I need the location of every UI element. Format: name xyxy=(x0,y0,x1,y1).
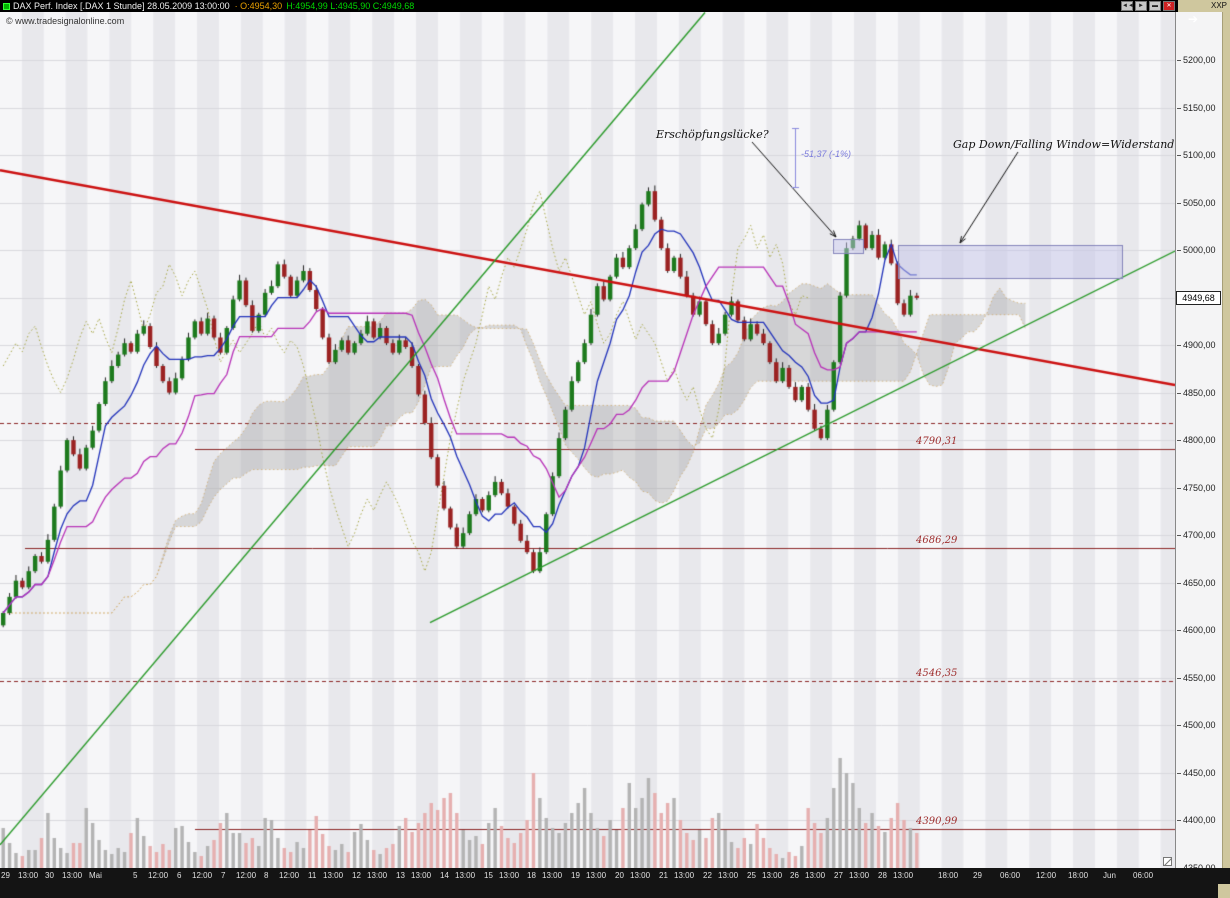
price-tick-label: 4900,00 xyxy=(1177,340,1216,350)
time-tick-label: 13:00 xyxy=(62,871,83,880)
time-tick-label: 13:00 xyxy=(367,871,388,880)
time-tick-label: 13:00 xyxy=(18,871,39,880)
vertical-scrollbar[interactable] xyxy=(1222,12,1230,868)
time-tick-label: 19 xyxy=(571,871,580,880)
nav-button[interactable]: ► xyxy=(1135,1,1147,11)
time-tick-label: 6 xyxy=(177,871,182,880)
time-tick-label: 12:00 xyxy=(1036,871,1057,880)
time-tick-label: 13:00 xyxy=(323,871,344,880)
price-tick-label: 4700,00 xyxy=(1177,530,1216,540)
time-tick-label: 13 xyxy=(396,871,405,880)
last-price-tag: 4949,68 xyxy=(1176,290,1221,305)
level-label: 4390,99 xyxy=(916,815,958,827)
price-tick-label: 4350,00 xyxy=(1177,863,1216,873)
time-tick-label: 13:00 xyxy=(674,871,695,880)
level-label: 4790,31 xyxy=(916,436,958,448)
time-tick-label: 13:00 xyxy=(893,871,914,880)
time-tick-label: 14 xyxy=(440,871,449,880)
time-tick-label: 06:00 xyxy=(1133,871,1154,880)
time-tick-label: 22 xyxy=(703,871,712,880)
time-tick-label: 12:00 xyxy=(236,871,257,880)
scrollbar-corner xyxy=(1218,884,1230,898)
resize-handle-icon[interactable] xyxy=(1163,857,1172,866)
xxp-label: XXP xyxy=(1210,1,1227,10)
time-tick-label: 18:00 xyxy=(1068,871,1089,880)
time-tick-label: 12:00 xyxy=(279,871,300,880)
scroll-right-icon[interactable]: ➔ xyxy=(1188,12,1199,26)
time-tick-label: 13:00 xyxy=(586,871,607,880)
quote-open-value: · O:4954,30 xyxy=(234,1,283,11)
nav-button[interactable]: ◄◄ xyxy=(1121,1,1134,11)
time-tick-label: 11 xyxy=(308,871,317,880)
level-label: 4546,35 xyxy=(916,668,958,680)
time-tick-label: Jun xyxy=(1103,871,1116,880)
time-tick-label: 13:00 xyxy=(411,871,432,880)
annotation-exhaustion-gap: Erschöpfungslücke? xyxy=(656,128,769,141)
price-tick-label: 4500,00 xyxy=(1177,720,1216,730)
time-tick-label: 12:00 xyxy=(192,871,213,880)
time-tick-label: 12 xyxy=(352,871,361,880)
time-axis[interactable]: 29 13:00 30 13:00 Mai 5 12:00 6 12:00 7 12:00 8 12:0… xyxy=(0,868,1230,898)
level-label: 4686,29 xyxy=(916,535,958,547)
close-button[interactable]: ✕ xyxy=(1163,1,1175,11)
price-tick-label: 5200,00 xyxy=(1177,55,1216,65)
measure-value-label: -51,37 (-1%) xyxy=(801,149,852,159)
time-tick-label: 29 xyxy=(973,871,982,880)
price-chart-canvas[interactable] xyxy=(0,12,1175,868)
time-tick-label: 26 xyxy=(790,871,799,880)
time-tick-label: 13:00 xyxy=(499,871,520,880)
price-axis[interactable]: 5200,005150,005100,005050,005000,004950,… xyxy=(1175,12,1222,873)
time-tick-label: 13:00 xyxy=(762,871,783,880)
price-tick-label: 5100,00 xyxy=(1177,150,1216,160)
time-tick-label: 06:00 xyxy=(1000,871,1021,880)
time-tick-label: 21 xyxy=(659,871,668,880)
nav-button[interactable]: ▬ xyxy=(1149,1,1161,11)
chart-title: DAX Perf. Index [.DAX 1 Stunde] 28.05.20… xyxy=(13,1,230,11)
time-tick-label: 29 xyxy=(1,871,10,880)
price-tick-label: 4450,00 xyxy=(1177,768,1216,778)
price-tick-label: 4550,00 xyxy=(1177,673,1216,683)
time-tick-label: 18:00 xyxy=(938,871,959,880)
time-tick-label: 13:00 xyxy=(805,871,826,880)
time-tick-label: 28 xyxy=(878,871,887,880)
price-tick-label: 5000,00 xyxy=(1177,245,1216,255)
time-tick-label: 13:00 xyxy=(849,871,870,880)
time-tick-label: 13:00 xyxy=(455,871,476,880)
app-icon xyxy=(3,2,10,10)
annotation-gap-down: Gap Down/Falling Window=Widerstand xyxy=(953,138,1175,151)
time-tick-label: 25 xyxy=(747,871,756,880)
time-tick-label: 5 xyxy=(133,871,138,880)
price-tick-label: 4400,00 xyxy=(1177,815,1216,825)
window-buttons: ◄◄ ► ▬ ✕ xyxy=(1121,1,1175,11)
time-tick-label: 13:00 xyxy=(718,871,739,880)
top-right-corner: XXP xyxy=(1178,0,1230,12)
watermark: © www.tradesignalonline.com xyxy=(6,16,125,26)
price-tick-label: 4750,00 xyxy=(1177,483,1216,493)
price-tick-label: 5050,00 xyxy=(1177,198,1216,208)
time-tick-label: 13:00 xyxy=(542,871,563,880)
time-tick-label: 8 xyxy=(264,871,269,880)
time-tick-label: Mai xyxy=(89,871,102,880)
titlebar: DAX Perf. Index [.DAX 1 Stunde] 28.05.20… xyxy=(0,0,1178,12)
time-tick-label: 12:00 xyxy=(148,871,169,880)
price-tick-label: 4600,00 xyxy=(1177,625,1216,635)
time-tick-label: 18 xyxy=(527,871,536,880)
time-tick-label: 20 xyxy=(615,871,624,880)
quote-hlc-values: H:4954,99 L:4945,90 C:4949,68 xyxy=(286,1,415,11)
price-tick-label: 5150,00 xyxy=(1177,103,1216,113)
time-tick-label: 27 xyxy=(834,871,843,880)
price-tick-label: 4650,00 xyxy=(1177,578,1216,588)
time-tick-label: 30 xyxy=(45,871,54,880)
time-tick-label: 7 xyxy=(221,871,226,880)
time-tick-label: 13:00 xyxy=(630,871,651,880)
time-tick-label: 15 xyxy=(484,871,493,880)
price-tick-label: 4850,00 xyxy=(1177,388,1216,398)
price-tick-label: 4800,00 xyxy=(1177,435,1216,445)
